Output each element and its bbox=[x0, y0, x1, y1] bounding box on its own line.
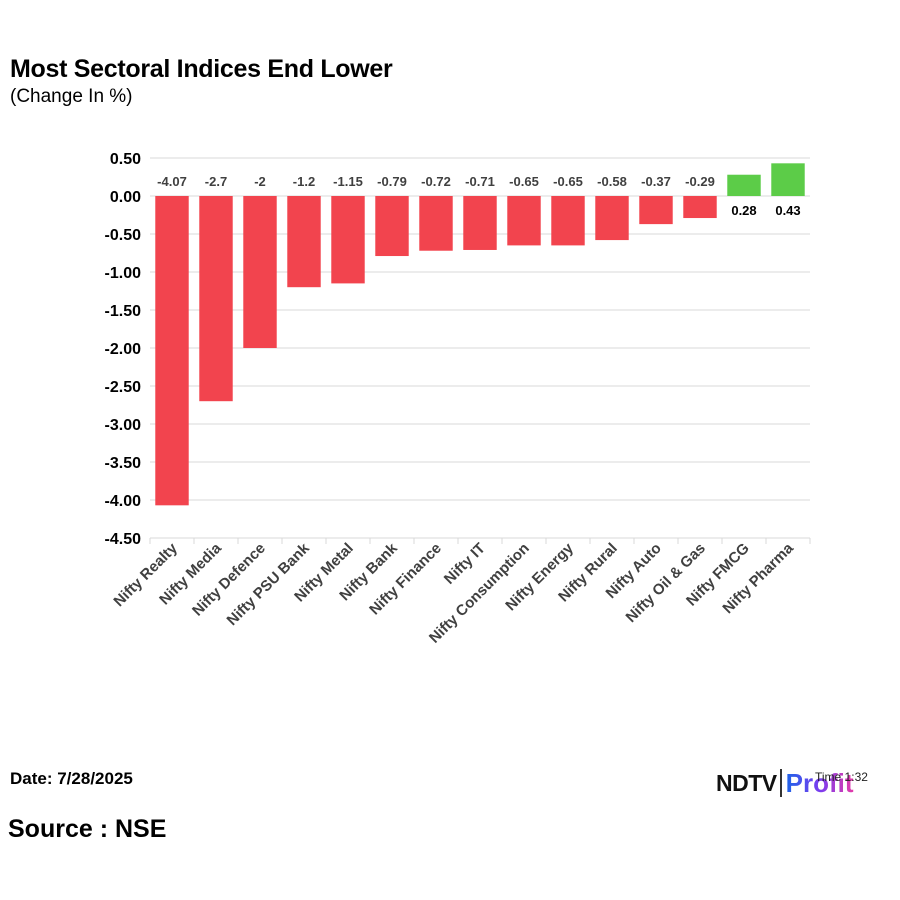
y-tick-label: -4.50 bbox=[105, 531, 142, 548]
y-tick-label: -2.00 bbox=[105, 341, 142, 358]
bar bbox=[507, 196, 541, 246]
bar-chart: 0.50 0.00 -0.50 -1.00 -1.50 -2.00 -2.50 -3.00 -3… bbox=[105, 151, 811, 647]
logo-divider bbox=[779, 769, 782, 797]
data-label: -0.29 bbox=[685, 174, 715, 189]
logo-ndtv-text: NDTV bbox=[716, 769, 777, 796]
y-tick-label: -4.00 bbox=[105, 493, 142, 510]
bar bbox=[375, 196, 409, 257]
y-tick-label: 0.50 bbox=[110, 151, 141, 168]
chart-subtitle: (Change In %) bbox=[10, 86, 133, 107]
data-label: -2.7 bbox=[205, 174, 227, 189]
bar bbox=[155, 196, 189, 506]
bar bbox=[683, 196, 717, 219]
logo-time-overlay: Time 1:32 bbox=[815, 770, 868, 784]
data-label: -4.07 bbox=[157, 174, 187, 189]
y-tick-label: -3.00 bbox=[105, 417, 142, 434]
bar bbox=[727, 174, 761, 196]
bar bbox=[199, 196, 233, 402]
bar bbox=[331, 196, 365, 284]
bar bbox=[639, 196, 673, 225]
data-label: -2 bbox=[254, 174, 266, 189]
y-tick-label: -3.50 bbox=[105, 455, 142, 472]
bar bbox=[771, 163, 805, 196]
bar bbox=[551, 196, 585, 246]
y-tick-label: -1.50 bbox=[105, 303, 142, 320]
y-tick-label: -0.50 bbox=[105, 227, 142, 244]
data-label: -0.65 bbox=[553, 174, 583, 189]
category-label: Nifty Oil & Gas bbox=[623, 540, 709, 626]
bar bbox=[463, 196, 497, 250]
data-label: -0.71 bbox=[465, 174, 495, 189]
ndtv-profit-logo: NDTV Profit bbox=[716, 766, 854, 800]
y-tick-label: -2.50 bbox=[105, 379, 142, 396]
y-tick-label: 0.00 bbox=[110, 189, 141, 206]
data-label: -0.58 bbox=[597, 174, 627, 189]
y-tick-label: -1.00 bbox=[105, 265, 142, 282]
data-label: -1.15 bbox=[333, 174, 363, 189]
source-label: Source : NSE bbox=[8, 815, 167, 843]
data-label: -0.65 bbox=[509, 174, 539, 189]
data-label: -0.79 bbox=[377, 174, 407, 189]
data-label: -1.2 bbox=[293, 174, 315, 189]
bar bbox=[287, 196, 321, 288]
bar bbox=[243, 196, 277, 348]
data-label: -0.37 bbox=[641, 174, 671, 189]
data-label: -0.72 bbox=[421, 174, 451, 189]
logo-profit-text: Profit bbox=[785, 767, 854, 798]
data-label: 0.28 bbox=[731, 203, 756, 218]
date-label: Date: 7/28/2025 bbox=[10, 769, 133, 788]
data-label: 0.43 bbox=[775, 203, 800, 218]
chart-title: Most Sectoral Indices End Lower bbox=[10, 55, 393, 83]
bar bbox=[595, 196, 629, 241]
bar bbox=[419, 196, 453, 251]
